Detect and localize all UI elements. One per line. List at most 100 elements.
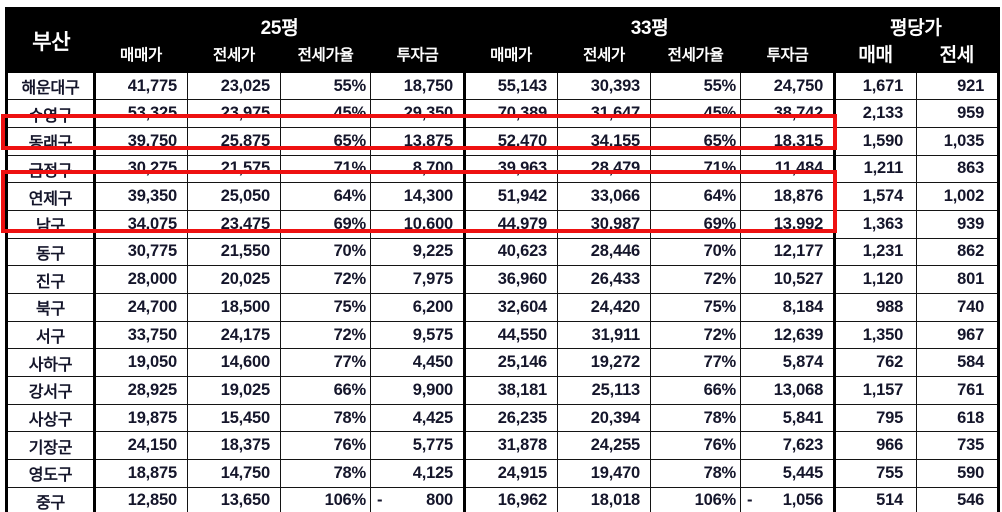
table-body: 해운대구 41,775 23,025 55% 18,750 55,143 30,… (6, 71, 1000, 512)
cell-sale-33: 38,181 (463, 376, 559, 405)
cell-jeonse-33: 28,446 (557, 237, 652, 267)
cell-investment-25: 4,125 (369, 459, 466, 488)
cell-jeonse-25: 14,750 (187, 459, 281, 488)
cell-jeonse-ratio-25: 78% (280, 403, 371, 433)
cell-investment-33: 5,445 (740, 459, 836, 488)
cell-pp-sale: 2,133 (833, 99, 918, 128)
cell-sale-33: 70,389 (463, 99, 559, 128)
table-row: 중구 12,850 13,650 106% - 800 16,962 18,018… (6, 486, 1000, 512)
busan-price-table: 부산 25평 33평 평당가 매매가 전세가 전세가율 투자금 매매가 전세가 … (5, 7, 1001, 512)
cell-pp-sale: 755 (833, 459, 918, 488)
cell-jeonse-33: 31,647 (557, 99, 652, 128)
cell-investment-25: 14,300 (369, 182, 466, 211)
cell-sale-33: 24,915 (463, 459, 559, 488)
cell-jeonse-33: 30,393 (557, 71, 652, 101)
cell-investment-33: 12,639 (740, 320, 836, 350)
cell-investment-25: 4,450 (369, 348, 466, 378)
cell-jeonse-25: 18,375 (187, 431, 281, 461)
cell-jeonse-33: 20,394 (557, 403, 652, 433)
cell-investment-33: 13,992 (740, 209, 836, 239)
cell-pp-sale: 966 (833, 431, 918, 461)
table-row: 기장군 24,150 18,375 76% 5,775 31,878 24,25… (6, 431, 1000, 461)
cell-jeonse-33: 34,155 (557, 126, 652, 156)
cell-jeonse-ratio-33: 75% (650, 293, 742, 322)
cell-jeonse-ratio-33: 55% (650, 71, 742, 101)
table-row: 진구 28,000 20,025 72% 7,975 36,960 26,433… (6, 265, 1000, 294)
cell-sale-25: 24,700 (93, 293, 188, 322)
cell-investment-33: 38,742 (740, 99, 836, 128)
cell-pp-sale: 1,574 (833, 182, 918, 211)
cell-investment-25: 13,875 (369, 126, 466, 156)
cell-sale-33: 51,942 (463, 182, 559, 211)
cell-district: 사하구 (6, 348, 95, 378)
cell-sale-25: 12,850 (93, 486, 188, 512)
cell-jeonse-ratio-33: 69% (650, 209, 742, 239)
cell-sale-33: 40,623 (463, 237, 559, 267)
cell-investment-25: 29,350 (369, 99, 466, 128)
cell-investment-33: 5,841 (740, 403, 836, 433)
table-title: 부산 (6, 8, 95, 72)
cell-pp-sale: 988 (833, 293, 918, 322)
cell-jeonse-25: 21,575 (187, 154, 281, 184)
cell-jeonse-ratio-25: 66% (280, 376, 371, 405)
table-row: 강서구 28,925 19,025 66% 9,900 38,181 25,11… (6, 376, 1000, 405)
col-header-jeonse-25: 전세가 (187, 40, 281, 72)
col-header-jeonse-ratio-33: 전세가율 (650, 40, 741, 72)
cell-pp-sale: 1,363 (833, 209, 918, 239)
cell-jeonse-ratio-33: 65% (650, 126, 742, 156)
cell-sale-33: 36,960 (463, 265, 559, 294)
cell-value: 800 (426, 491, 454, 510)
col-header-investment-33: 투자금 (740, 40, 835, 72)
cell-sale-25: 24,150 (93, 431, 188, 461)
cell-sale-33: 44,550 (463, 320, 559, 350)
cell-pp-jeonse: 801 (916, 265, 1000, 294)
cell-pp-sale: 1,231 (833, 237, 918, 267)
table-row: 북구 24,700 18,500 75% 6,200 32,604 24,420… (6, 293, 1000, 322)
cell-sale-25: 34,075 (93, 209, 188, 239)
cell-jeonse-33: 25,113 (557, 376, 652, 405)
cell-investment-25: 9,225 (369, 237, 466, 267)
cell-district: 금정구 (6, 154, 95, 184)
cell-pp-sale: 1,120 (833, 265, 918, 294)
cell-investment-33: 12,177 (740, 237, 836, 267)
table-row: 사하구 19,050 14,600 77% 4,450 25,146 19,27… (6, 348, 1000, 378)
col-header-jeonse-33: 전세가 (557, 40, 651, 72)
cell-investment-25: 5,775 (369, 431, 466, 461)
cell-jeonse-ratio-33: 77% (650, 348, 742, 378)
cell-jeonse-ratio-33: 66% (650, 376, 742, 405)
cell-jeonse-ratio-25: 75% (280, 293, 371, 322)
cell-sale-25: 53,325 (93, 99, 188, 128)
cell-district: 동구 (6, 237, 95, 267)
cell-jeonse-25: 18,500 (187, 293, 281, 322)
cell-value: 1,056 (782, 491, 824, 510)
cell-jeonse-ratio-33: 78% (650, 403, 742, 433)
cell-jeonse-ratio-25: 45% (280, 99, 371, 128)
cell-jeonse-25: 13,650 (187, 486, 281, 512)
cell-jeonse-ratio-33: 72% (650, 320, 742, 350)
cell-sale-25: 28,925 (93, 376, 188, 405)
cell-jeonse-33: 19,470 (557, 459, 652, 488)
col-header-investment-25: 투자금 (370, 40, 465, 72)
cell-sale-25: 30,275 (93, 154, 188, 184)
cell-pp-jeonse: 967 (916, 320, 1000, 350)
cell-district: 영도구 (6, 459, 95, 488)
cell-jeonse-ratio-25: 71% (280, 154, 371, 184)
cell-jeonse-25: 23,475 (187, 209, 281, 239)
table-row: 서구 33,750 24,175 72% 9,575 44,550 31,911… (6, 320, 1000, 350)
cell-district: 연제구 (6, 182, 95, 211)
cell-investment-33: 13,068 (740, 376, 836, 405)
cell-jeonse-33: 26,433 (557, 265, 652, 294)
cell-sale-33: 32,604 (463, 293, 559, 322)
cell-jeonse-33: 24,420 (557, 293, 652, 322)
col-header-sale-25: 매매가 (94, 40, 188, 72)
cell-pp-jeonse: 618 (916, 403, 1000, 433)
cell-jeonse-ratio-25: 64% (280, 182, 371, 211)
table-header: 부산 25평 33평 평당가 매매가 전세가 전세가율 투자금 매매가 전세가 … (6, 8, 999, 72)
cell-investment-25: 9,575 (369, 320, 466, 350)
cell-sale-33: 44,979 (463, 209, 559, 239)
cell-pp-jeonse: 862 (916, 237, 1000, 267)
cell-jeonse-ratio-33: 64% (650, 182, 742, 211)
cell-district: 기장군 (6, 431, 95, 461)
cell-investment-25: 18,750 (369, 71, 466, 101)
